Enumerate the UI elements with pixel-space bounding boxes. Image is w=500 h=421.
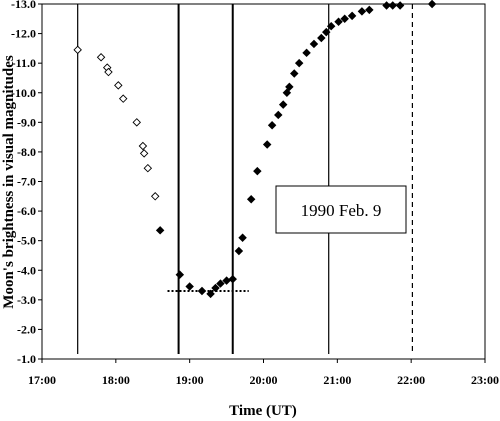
filled-diamond-point <box>206 289 215 299</box>
x-tick-label: 17:00 <box>28 373 56 387</box>
annotation-label: 1990 Feb. 9 <box>301 201 382 220</box>
y-tick-label: -11.0 <box>12 56 36 70</box>
y-axis-ticks: -1.0 -2.0 -3.0 -4.0 -5.0 -6.0 -7.0 -8.0 -9.0 -10.… <box>11 0 42 366</box>
y-tick-label: -1.0 <box>17 352 36 366</box>
open-diamond-point <box>73 45 82 55</box>
x-tick-label: 23:00 <box>471 373 499 387</box>
y-axis-title: Moon's brightness in visual magnitudes <box>1 55 17 309</box>
filled-diamond-point <box>290 69 299 78</box>
filled-diamond-point <box>347 11 357 21</box>
filled-diamond-point <box>253 166 262 176</box>
plot-area <box>41 3 486 360</box>
x-tick-label: 20:00 <box>250 373 278 387</box>
filled-diamond-point <box>155 226 165 235</box>
filled-diamond-point <box>340 14 349 24</box>
x-tick-label: 19:00 <box>176 373 204 387</box>
filled-diamond-point <box>285 82 294 92</box>
filled-diamond-point <box>427 0 437 9</box>
y-tick-label: -3.0 <box>17 293 36 307</box>
filled-diamond-point <box>309 39 319 49</box>
filled-diamond-point <box>211 283 220 293</box>
x-axis-ticks: 17:00 18:00 19:00 20:00 21:00 22:00 23:00 <box>28 359 499 387</box>
y-tick-label: -6.0 <box>17 204 36 218</box>
filled-diamond-point <box>322 27 331 37</box>
filled-diamond-point <box>334 17 343 26</box>
filled-diamond-point <box>282 88 292 97</box>
x-axis-title: Time (UT) <box>229 403 297 419</box>
y-tick-label: -5.0 <box>17 234 36 248</box>
y-tick-label: -13.0 <box>11 0 36 11</box>
filled-diamond-point <box>246 195 256 204</box>
y-tick-label: -2.0 <box>17 322 36 336</box>
open-diamond-point <box>114 81 123 90</box>
filled-diamond-point <box>238 233 247 242</box>
open-diamond-point <box>96 53 106 62</box>
filled-diamond-point <box>395 1 405 10</box>
filled-diamond-point <box>175 270 185 279</box>
filled-diamond-point <box>278 100 288 109</box>
vertical-lines <box>77 4 413 354</box>
filled-diamond-point <box>294 58 304 68</box>
y-tick-label: -8.0 <box>17 145 36 159</box>
filled-diamond-point <box>267 121 277 130</box>
annotation-box: 1990 Feb. 9 <box>275 185 407 234</box>
filled-diamond-point <box>274 110 283 120</box>
filled-diamond-point <box>326 21 336 31</box>
filled-diamond-point <box>388 1 397 10</box>
x-tick-label: 21:00 <box>323 373 351 387</box>
y-tick-label: -10.0 <box>11 86 36 100</box>
filled-diamond-point <box>317 33 326 43</box>
filled-diamond-point <box>302 48 311 58</box>
x-tick-label: 22:00 <box>397 373 425 387</box>
y-tick-label: -4.0 <box>17 263 36 277</box>
open-diamond-point <box>143 163 153 173</box>
open-diamond-point <box>150 192 160 201</box>
filled-diamond-point <box>185 282 194 291</box>
x-tick-label: 18:00 <box>102 373 130 387</box>
filled-diamond-point <box>382 1 391 10</box>
filled-diamond-point <box>357 7 367 16</box>
open-diamond-point <box>104 67 113 77</box>
open-diamond-point <box>132 118 141 127</box>
filled-diamond-point <box>216 279 225 288</box>
filled-diamond-point <box>197 286 207 296</box>
filled-diamond-point <box>365 5 374 15</box>
filled-diamond-point <box>228 274 237 284</box>
filled-diamond-point <box>234 246 244 256</box>
annotation-frame <box>275 185 407 234</box>
y-tick-label: -12.0 <box>11 27 36 41</box>
data-points <box>73 0 437 299</box>
filled-diamond-point <box>262 140 272 149</box>
y-tick-label: -9.0 <box>17 115 36 129</box>
open-diamond-point <box>118 94 128 103</box>
open-diamond-point <box>139 149 149 158</box>
y-tick-label: -7.0 <box>17 175 36 189</box>
open-diamond-point <box>138 141 148 151</box>
